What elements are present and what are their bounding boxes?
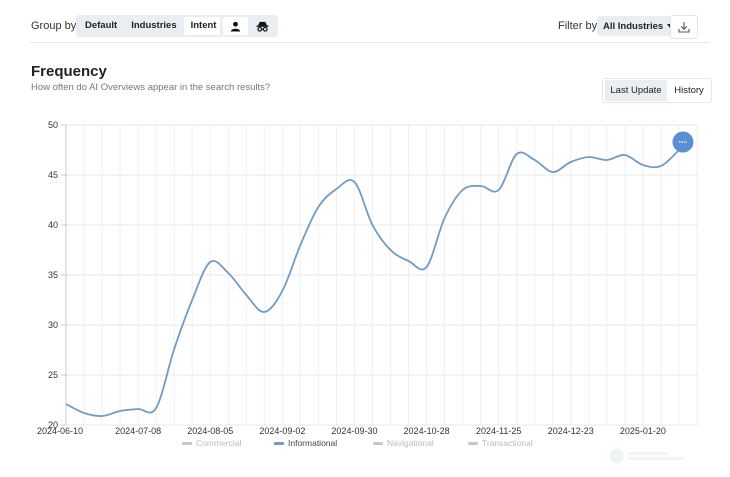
x-tick-label: 2024-11-25 [476,426,521,436]
tab-history[interactable]: History [674,85,704,96]
industry-filter-value: All Industries [603,20,664,32]
group-by-segment: Default Industries Intent [76,15,226,37]
x-tick-label: 2025-01-20 [620,426,666,436]
x-tick-label: 2024-06-10 [37,426,83,436]
y-tick-label: 50 [48,120,58,130]
x-tick-label: 2024-09-30 [331,426,377,436]
download-icon [678,22,690,33]
legend-label-commercial: Commercial [196,438,242,448]
tab-last-update[interactable]: Last Update [605,80,667,101]
latest-value-marker[interactable] [672,131,694,153]
x-tick-label: 2024-10-28 [404,426,450,436]
filter-by-label: Filter by [558,20,598,32]
x-tick-label: 2024-08-05 [187,426,233,436]
y-tick-label: 20 [48,420,58,430]
chart-title: Frequency [31,63,107,80]
legend-swatch-informational [274,441,284,445]
y-tick-label: 25 [48,370,58,380]
legend-swatch-transactional [468,441,478,445]
legend-swatch-commercial [182,441,192,445]
legend-item-transactional[interactable]: Transactional [468,438,533,448]
download-button[interactable] [670,15,698,39]
toolbar: Group by Default Industries Intent Filte… [0,0,730,44]
chart-legend: Commercial Informational Navigational Tr… [0,438,730,452]
watermark-logo [610,449,684,463]
group-option-intent[interactable]: Intent [183,17,224,35]
legend-label-navigational: Navigational [387,438,434,448]
x-tick-label: 2024-09-02 [259,426,305,436]
legend-item-navigational[interactable]: Navigational [373,438,434,448]
y-axis-ticks: 20 25 30 35 40 45 50 [48,120,66,430]
x-axis-ticks: 2024-06-10 2024-07-08 2024-08-05 2024-09-02… [37,426,666,436]
toolbar-divider [30,42,710,43]
legend-label-informational: Informational [288,438,338,448]
group-option-industries[interactable]: Industries [131,20,177,31]
y-tick-label: 35 [48,270,58,280]
legend-label-transactional: Transactional [482,438,533,448]
y-tick-label: 45 [48,170,58,180]
view-mode-segment [220,15,278,37]
chart-grid [65,124,698,426]
incognito-icon[interactable] [250,17,275,35]
view-toggle: Last Update History [602,78,712,103]
series-line-informational [65,149,680,417]
x-tick-label: 2024-07-08 [115,426,161,436]
person-icon[interactable] [223,17,248,35]
y-tick-label: 30 [48,320,58,330]
chart-subtitle: How often do AI Overviews appear in the … [31,82,271,93]
legend-item-informational[interactable]: Informational [274,438,337,448]
group-option-default[interactable]: Default [85,20,118,31]
x-tick-label: 2024-12-23 [548,426,594,436]
y-tick-label: 40 [48,220,58,230]
group-by-label: Group by [31,20,77,32]
legend-item-commercial[interactable]: Commercial [182,438,241,448]
legend-swatch-navigational [373,441,383,445]
